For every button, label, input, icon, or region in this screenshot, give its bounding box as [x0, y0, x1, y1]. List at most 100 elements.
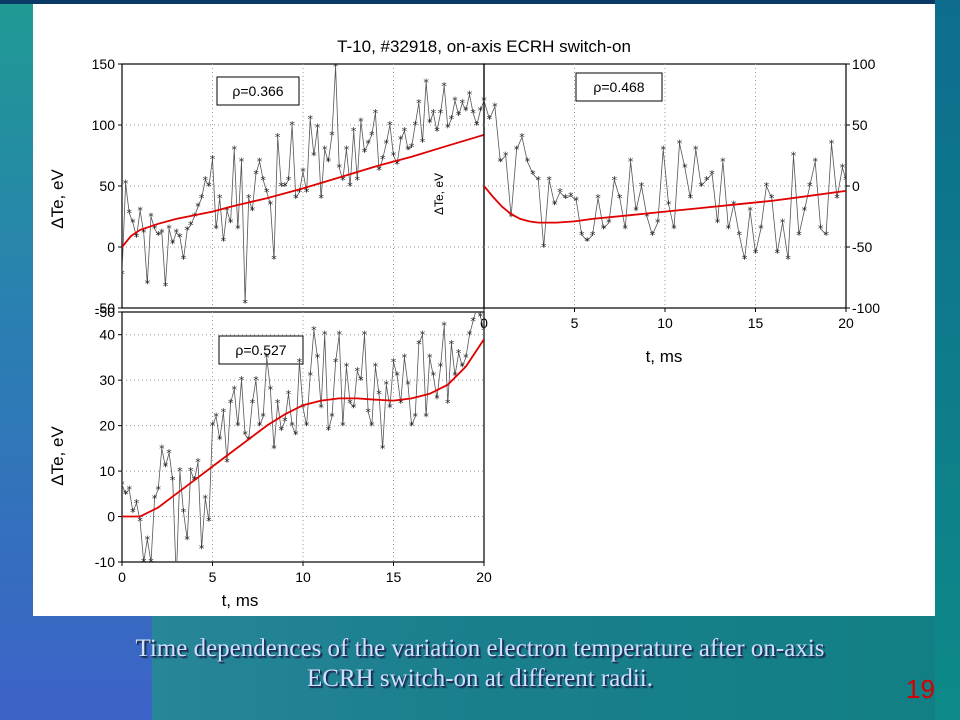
- data-point: *: [398, 134, 404, 147]
- data-point: *: [590, 229, 596, 242]
- data-point: *: [293, 429, 299, 442]
- data-point: *: [709, 168, 715, 181]
- data-point: *: [394, 158, 400, 171]
- data-point: *: [322, 143, 328, 156]
- data-point: *: [231, 383, 237, 396]
- data-point: *: [409, 420, 415, 433]
- x-tick-label: 5: [571, 315, 579, 331]
- y-tick-label: -10: [95, 554, 115, 570]
- y-axis-label: ΔTe, eV: [48, 426, 67, 486]
- data-point: *: [449, 113, 455, 126]
- data-point: *: [423, 76, 429, 89]
- y-tick-label: 0: [852, 178, 860, 194]
- y-tick-label: 50: [99, 178, 115, 194]
- data-point: *: [141, 556, 147, 569]
- data-point: *: [791, 150, 797, 163]
- data-point: *: [612, 174, 618, 187]
- data-point: *: [467, 89, 473, 102]
- data-point: *: [159, 442, 165, 455]
- annotation-box: [575, 72, 663, 102]
- data-point: *: [633, 204, 639, 217]
- series-group: ****************************************…: [119, 64, 484, 308]
- data-point: *: [671, 223, 677, 236]
- data-point: *: [300, 401, 306, 414]
- data-point: *: [166, 223, 172, 236]
- data-point: *: [606, 217, 612, 230]
- data-point: *: [336, 329, 342, 342]
- data-trace: [122, 312, 484, 562]
- data-point: *: [126, 207, 132, 220]
- x-tick-label: 0: [118, 569, 126, 585]
- data-point: *: [449, 338, 455, 351]
- data-point: *: [271, 253, 277, 266]
- data-point: *: [137, 204, 143, 217]
- data-point: *: [402, 125, 408, 138]
- data-point: *: [188, 219, 194, 232]
- data-point: *: [807, 180, 813, 193]
- data-point: *: [563, 192, 569, 205]
- data-point: *: [137, 515, 143, 528]
- data-point: *: [655, 217, 661, 230]
- y-tick-label: 0: [107, 239, 115, 255]
- data-point: *: [568, 190, 574, 203]
- y-tick-label: -50: [95, 300, 115, 316]
- y-tick-label: 10: [99, 463, 115, 479]
- data-point: *: [445, 121, 451, 134]
- data-point: *: [628, 156, 634, 169]
- data-point: *: [264, 186, 270, 199]
- data-point: *: [336, 162, 342, 175]
- data-point: *: [463, 104, 469, 117]
- data-point: *: [257, 420, 263, 433]
- data-point: *: [199, 192, 205, 205]
- data-point: *: [557, 186, 563, 199]
- data-point: *: [275, 131, 281, 144]
- data-point: *: [456, 347, 462, 360]
- data-point: *: [380, 442, 386, 455]
- data-point: *: [644, 211, 650, 224]
- data-point: *: [478, 104, 484, 117]
- data-point: *: [622, 223, 628, 236]
- data-point: *: [384, 137, 390, 150]
- data-point: *: [498, 156, 504, 169]
- data-point: *: [289, 420, 295, 433]
- data-point: *: [514, 143, 520, 156]
- data-point: *: [329, 129, 335, 142]
- data-point: *: [253, 374, 259, 387]
- data-point: *: [463, 351, 469, 364]
- annotation-label: ρ=0.366: [232, 83, 283, 99]
- data-point: *: [802, 204, 808, 217]
- y-axis-label: ΔTe, eV: [48, 169, 67, 229]
- data-point: *: [148, 556, 154, 569]
- data-point: *: [519, 131, 525, 144]
- data-point: *: [355, 365, 361, 378]
- data-point: *: [525, 156, 531, 169]
- data-point: *: [823, 229, 829, 242]
- data-point: *: [242, 429, 248, 442]
- data-point: *: [369, 420, 375, 433]
- data-point: *: [271, 442, 277, 455]
- data-point: *: [445, 397, 451, 410]
- x-axis-label: t, ms: [646, 347, 683, 366]
- data-point: *: [217, 433, 223, 446]
- data-point: *: [420, 329, 426, 342]
- data-point: *: [315, 351, 321, 364]
- data-point: *: [365, 406, 371, 419]
- data-point: *: [235, 420, 241, 433]
- data-point: *: [742, 253, 748, 266]
- data-point: *: [698, 180, 704, 193]
- data-point: *: [119, 268, 125, 281]
- data-point: *: [677, 137, 683, 150]
- data-point: *: [840, 162, 846, 175]
- data-point: *: [467, 329, 473, 342]
- x-tick-label: 15: [748, 315, 764, 331]
- data-point: *: [152, 492, 158, 505]
- data-point: *: [843, 174, 849, 187]
- data-point: *: [344, 143, 350, 156]
- data-point: *: [282, 415, 288, 428]
- data-point: *: [210, 420, 216, 433]
- data-point: *: [289, 119, 295, 132]
- data-point: *: [456, 109, 462, 122]
- data-point: *: [747, 204, 753, 217]
- data-point: *: [387, 119, 393, 132]
- data-point: *: [264, 351, 270, 364]
